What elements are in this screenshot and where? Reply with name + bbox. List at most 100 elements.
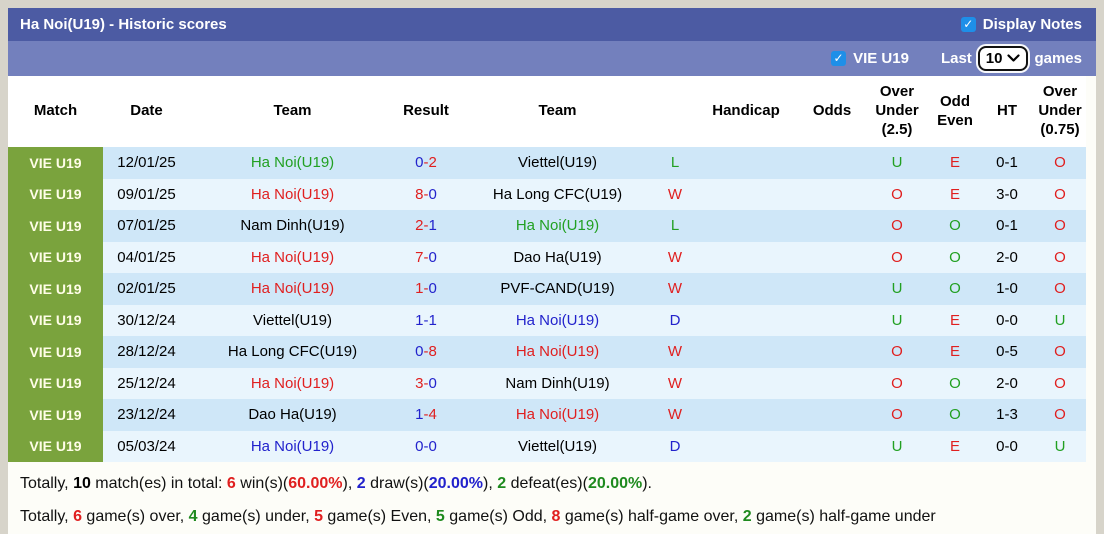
table-row: VIE U19 25/12/24 Ha Noi(U19) 3-0 Nam Din… [8,367,1086,400]
over-under-25-value: U [891,437,903,455]
summary-segment: 10 [73,475,91,492]
score-dash: - [423,280,429,298]
handicap-value [692,273,800,305]
odd-even-value: O [949,248,961,266]
away-team[interactable]: Ha Noi(U19) [515,343,600,361]
col-header-over-under-075: Over Under (0.75) [1034,76,1086,147]
home-team[interactable]: Ha Noi(U19) [250,248,335,266]
summary-segment: game(s) under, [197,508,315,525]
summary-segment: ), [342,475,357,492]
away-team[interactable]: Viettel(U19) [518,154,597,172]
table-row: VIE U19 09/01/25 Ha Noi(U19) 8-0 Ha Long… [8,178,1086,211]
league-badge: VIE U19 [8,178,103,210]
away-team[interactable]: Dao Ha(U19) [513,248,602,266]
handicap-value [692,242,800,274]
handicap-value [692,147,800,179]
summary-segment: 8 [551,508,561,525]
over-under-075-value: O [1054,343,1066,361]
home-team[interactable]: Ha Noi(U19) [250,185,335,203]
home-score: 1 [415,280,424,298]
away-team[interactable]: Ha Noi(U19) [515,406,600,424]
display-notes-toggle[interactable]: ✓ Display Notes [960,16,1082,33]
result-score: 2-1 [395,210,457,242]
outcome-letter: D [669,311,681,329]
league-badge: VIE U19 [8,336,103,368]
summary-segment: 6 [226,475,236,492]
result-score: 8-0 [395,179,457,211]
odds-value [800,242,864,274]
match-date: 30/12/24 [117,311,176,329]
summary-segment: ). [642,475,652,492]
odd-even-value: E [949,154,960,172]
league-badge: VIE U19 [8,399,103,431]
team-filter-checkbox[interactable]: ✓ [831,51,847,66]
odds-value [800,179,864,211]
games-count-value: 10 [985,50,1003,67]
chevron-down-icon [1007,54,1021,62]
outcome-letter: L [670,217,680,235]
result-score: 3-0 [395,368,457,400]
score-dash: - [423,185,429,203]
away-team[interactable]: Viettel(U19) [518,437,597,455]
away-score: 2 [428,154,437,172]
summary-segment: game(s) Odd, [444,508,552,525]
home-team[interactable]: Ha Noi(U19) [250,280,335,298]
summary-segment: Totally, [20,508,74,525]
summary-segment: 60.00% [288,475,343,492]
odds-value [800,210,864,242]
away-team[interactable]: PVF-CAND(U19) [500,280,615,298]
summary-segment: 6 [73,508,82,525]
outcome-letter: W [667,248,683,266]
away-team[interactable]: Ha Noi(U19) [515,217,600,235]
over-under-075-value: O [1054,406,1066,424]
score-dash: - [423,154,429,172]
home-team[interactable]: Nam Dinh(U19) [240,217,345,235]
over-under-075-value: O [1054,280,1066,298]
display-notes-checkbox[interactable]: ✓ [960,17,976,32]
home-team[interactable]: Ha Long CFC(U19) [227,343,358,361]
over-under-075-value: O [1054,217,1066,235]
games-count-select[interactable]: 10 [977,46,1029,71]
home-team[interactable]: Ha Noi(U19) [250,154,335,172]
outcome-letter: W [667,343,683,361]
score-dash: - [423,406,429,424]
away-score: 0 [428,437,437,455]
home-team[interactable]: Dao Ha(U19) [248,406,337,424]
score-dash: - [423,374,429,392]
away-team[interactable]: Ha Noi(U19) [515,311,600,329]
home-team[interactable]: Ha Noi(U19) [250,437,335,455]
team-filter-toggle[interactable]: ✓ VIE U19 [831,50,909,67]
summary-segment: 2 [356,475,366,492]
over-under-25-value: U [891,154,903,172]
half-time-score: 1-0 [996,280,1018,298]
match-date: 25/12/24 [117,374,176,392]
odd-even-value: E [949,311,960,329]
over-under-25-value: O [891,406,903,424]
outcome-letter: L [670,154,680,172]
away-team[interactable]: Ha Long CFC(U19) [492,185,623,203]
match-date: 02/01/25 [117,280,176,298]
over-under-075-value: O [1054,374,1066,392]
match-date: 28/12/24 [117,343,176,361]
over-under-075-value: O [1054,248,1066,266]
league-badge: VIE U19 [8,241,103,273]
over-under-25-value: O [891,217,903,235]
home-score: 1 [415,311,424,329]
games-label: games [1034,50,1082,67]
over-under-25-value: U [891,311,903,329]
summary-segment: game(s) half-game under [751,508,936,525]
filter-bar: ✓ VIE U19 Last 10 games [8,41,1096,76]
summary-segment: game(s) half-game over, [560,508,743,525]
over-under-075-value: O [1054,154,1066,172]
match-date: 09/01/25 [117,185,176,203]
home-team[interactable]: Viettel(U19) [253,311,332,329]
over-under-25-value: O [891,343,903,361]
away-team[interactable]: Nam Dinh(U19) [505,374,610,392]
handicap-value [692,431,800,463]
col-header-odds: Odds [800,76,864,147]
odds-value [800,336,864,368]
home-team[interactable]: Ha Noi(U19) [250,374,335,392]
home-score: 1 [415,406,424,424]
half-time-score: 0-0 [996,311,1018,329]
display-notes-label: Display Notes [982,16,1082,33]
